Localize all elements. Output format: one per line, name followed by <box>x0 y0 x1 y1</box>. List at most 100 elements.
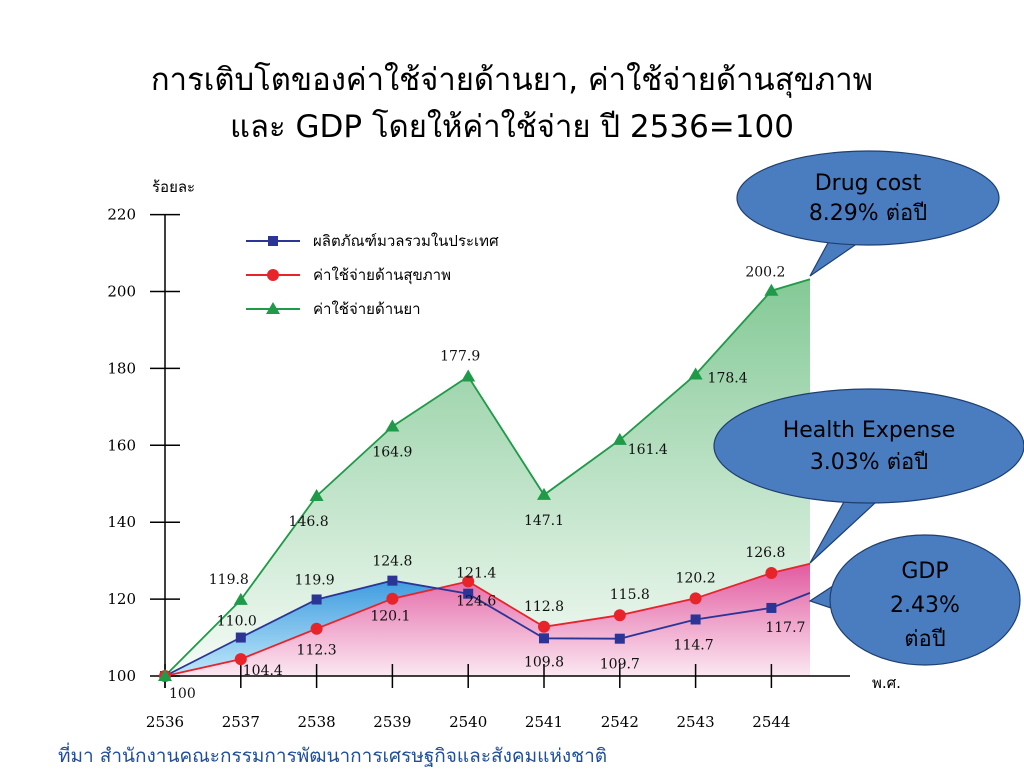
health-area-fill <box>165 563 810 676</box>
health-data-label: 115.8 <box>610 587 650 603</box>
drug-point <box>233 592 248 605</box>
x-tick-label: 2540 <box>449 713 487 731</box>
callout-bubble <box>736 150 1000 246</box>
health-series-line <box>164 562 811 677</box>
legend-item-drug: ค่าใช้จ่ายด้านยา <box>246 300 421 318</box>
source-note: ที่มา สำนักงานคณะกรรมการพัฒนาการเศรษฐกิจ… <box>58 745 608 767</box>
chart-title-line-1: การเติบโตของค่าใช้จ่ายด้านยา, ค่าใช้จ่าย… <box>150 62 874 98</box>
health-data-label: 120.2 <box>676 570 716 586</box>
drug-point <box>158 669 172 681</box>
gdp-data-label: 110.0 <box>217 614 257 630</box>
gdp-point <box>766 602 777 613</box>
gdp-point <box>463 588 474 599</box>
callout-drug: Drug cost 8.29% ต่อปี <box>736 150 1000 277</box>
legend-label: ผลิตภัณฑ์มวลรวมในประเทศ <box>313 232 499 250</box>
gdp-point <box>539 633 549 644</box>
health-point <box>310 622 323 635</box>
y-tick-label: 180 <box>107 359 136 377</box>
x-tick-label: 2539 <box>373 713 411 731</box>
all-data-label: 100 <box>169 686 196 702</box>
health-point <box>613 609 626 622</box>
drug-point <box>309 489 324 502</box>
callout-text-line: Drug cost <box>815 171 922 196</box>
drug-point <box>612 432 627 445</box>
callout-text-line: Health Expense <box>783 418 956 443</box>
drug-series-line <box>164 278 811 677</box>
x-tick-label: 2537 <box>222 713 260 731</box>
gdp-data-label: 119.9 <box>295 572 335 588</box>
y-tick-label: 120 <box>107 590 136 608</box>
legend-item-health: ค่าใช้จ่ายด้านสุขภาพ <box>246 266 451 285</box>
x-tick-label: 2542 <box>601 713 639 731</box>
legend-marker-health <box>267 269 279 281</box>
health-point <box>538 620 550 633</box>
drug-area-fill <box>165 279 810 676</box>
health-point <box>386 592 399 605</box>
gdp-point <box>614 633 625 644</box>
health-data-label: 104.4 <box>243 663 283 679</box>
drug-point <box>385 419 400 432</box>
chart-title-line-2: และ GDP โดยให้ค่าใช้จ่าย ปี 2536=100 <box>230 109 794 145</box>
x-tick-label: 2536 <box>146 713 184 731</box>
callout-health: Health Expense 3.03% ต่อปี <box>713 388 1024 564</box>
gdp-point <box>387 575 398 586</box>
health-point <box>765 566 778 579</box>
drug-data-label: 178.4 <box>708 371 748 387</box>
drug-point <box>764 283 779 296</box>
gdp-point <box>690 614 701 625</box>
drug-data-label: 164.9 <box>372 444 412 460</box>
x-tick-label: 2544 <box>752 713 790 731</box>
legend-label: ค่าใช้จ่ายด้านสุขภาพ <box>313 266 451 285</box>
legend-marker-drug <box>266 302 280 314</box>
gdp-data-label: 121.4 <box>456 566 496 582</box>
gdp-point <box>311 594 322 605</box>
y-tick-label: 160 <box>107 436 136 454</box>
x-tick-label: 2543 <box>677 713 715 731</box>
drug-point <box>461 369 476 382</box>
x-tick-label: 2541 <box>525 713 563 731</box>
drug-data-label: 161.4 <box>628 442 668 458</box>
health-data-label: 124.6 <box>456 593 496 609</box>
y-tick-label: 140 <box>107 513 136 531</box>
gdp-series-line <box>164 579 811 677</box>
y-tick-label: 200 <box>107 283 136 301</box>
drug-point <box>537 487 551 500</box>
x-axis-title: พ.ศ. <box>872 674 901 692</box>
legend-item-gdp: ผลิตภัณฑ์มวลรวมในประเทศ <box>246 232 499 250</box>
callout-bubble <box>713 388 1024 504</box>
health-data-label: 112.3 <box>297 643 337 659</box>
gdp-data-label: 109.7 <box>600 657 640 673</box>
health-point <box>689 592 702 605</box>
callout-text-line: 2.43% <box>890 593 960 618</box>
gdp-data-label: 124.8 <box>372 554 412 570</box>
callout-text-line: GDP <box>901 559 948 584</box>
health-point <box>462 575 475 588</box>
callout-text-line: 3.03% ต่อปี <box>810 450 928 475</box>
drug-data-label: 177.9 <box>440 348 480 364</box>
drug-data-label: 147.1 <box>524 513 564 529</box>
health-point <box>234 653 247 666</box>
gdp-data-label: 114.7 <box>674 637 714 653</box>
drug-data-label: 200.2 <box>745 265 785 281</box>
legend-label: ค่าใช้จ่ายด้านยา <box>313 300 421 318</box>
gdp-data-label: 117.7 <box>765 620 805 636</box>
gdp-point <box>235 632 246 643</box>
y-tick-label: 100 <box>107 667 136 685</box>
gdp-data-label: 109.8 <box>524 654 564 670</box>
health-data-label: 112.8 <box>524 599 564 615</box>
callout-pointer <box>809 240 860 277</box>
legend-marker-gdp <box>268 236 278 246</box>
x-tick-label: 2538 <box>298 713 336 731</box>
callout-text-line: ต่อปี <box>904 627 945 652</box>
drug-point <box>688 367 703 380</box>
health-data-label: 120.1 <box>370 609 410 625</box>
health-data-label: 126.8 <box>745 545 785 561</box>
drug-data-label: 146.8 <box>289 514 329 530</box>
y-axis-title: ร้อยละ <box>152 178 195 196</box>
drug-data-label: 119.8 <box>209 572 249 588</box>
callout-gdp: GDP 2.43% ต่อปี <box>808 534 1021 666</box>
gdp-over-health-band <box>165 580 438 676</box>
y-tick-label: 220 <box>107 206 136 224</box>
callout-bubble <box>829 534 1021 666</box>
